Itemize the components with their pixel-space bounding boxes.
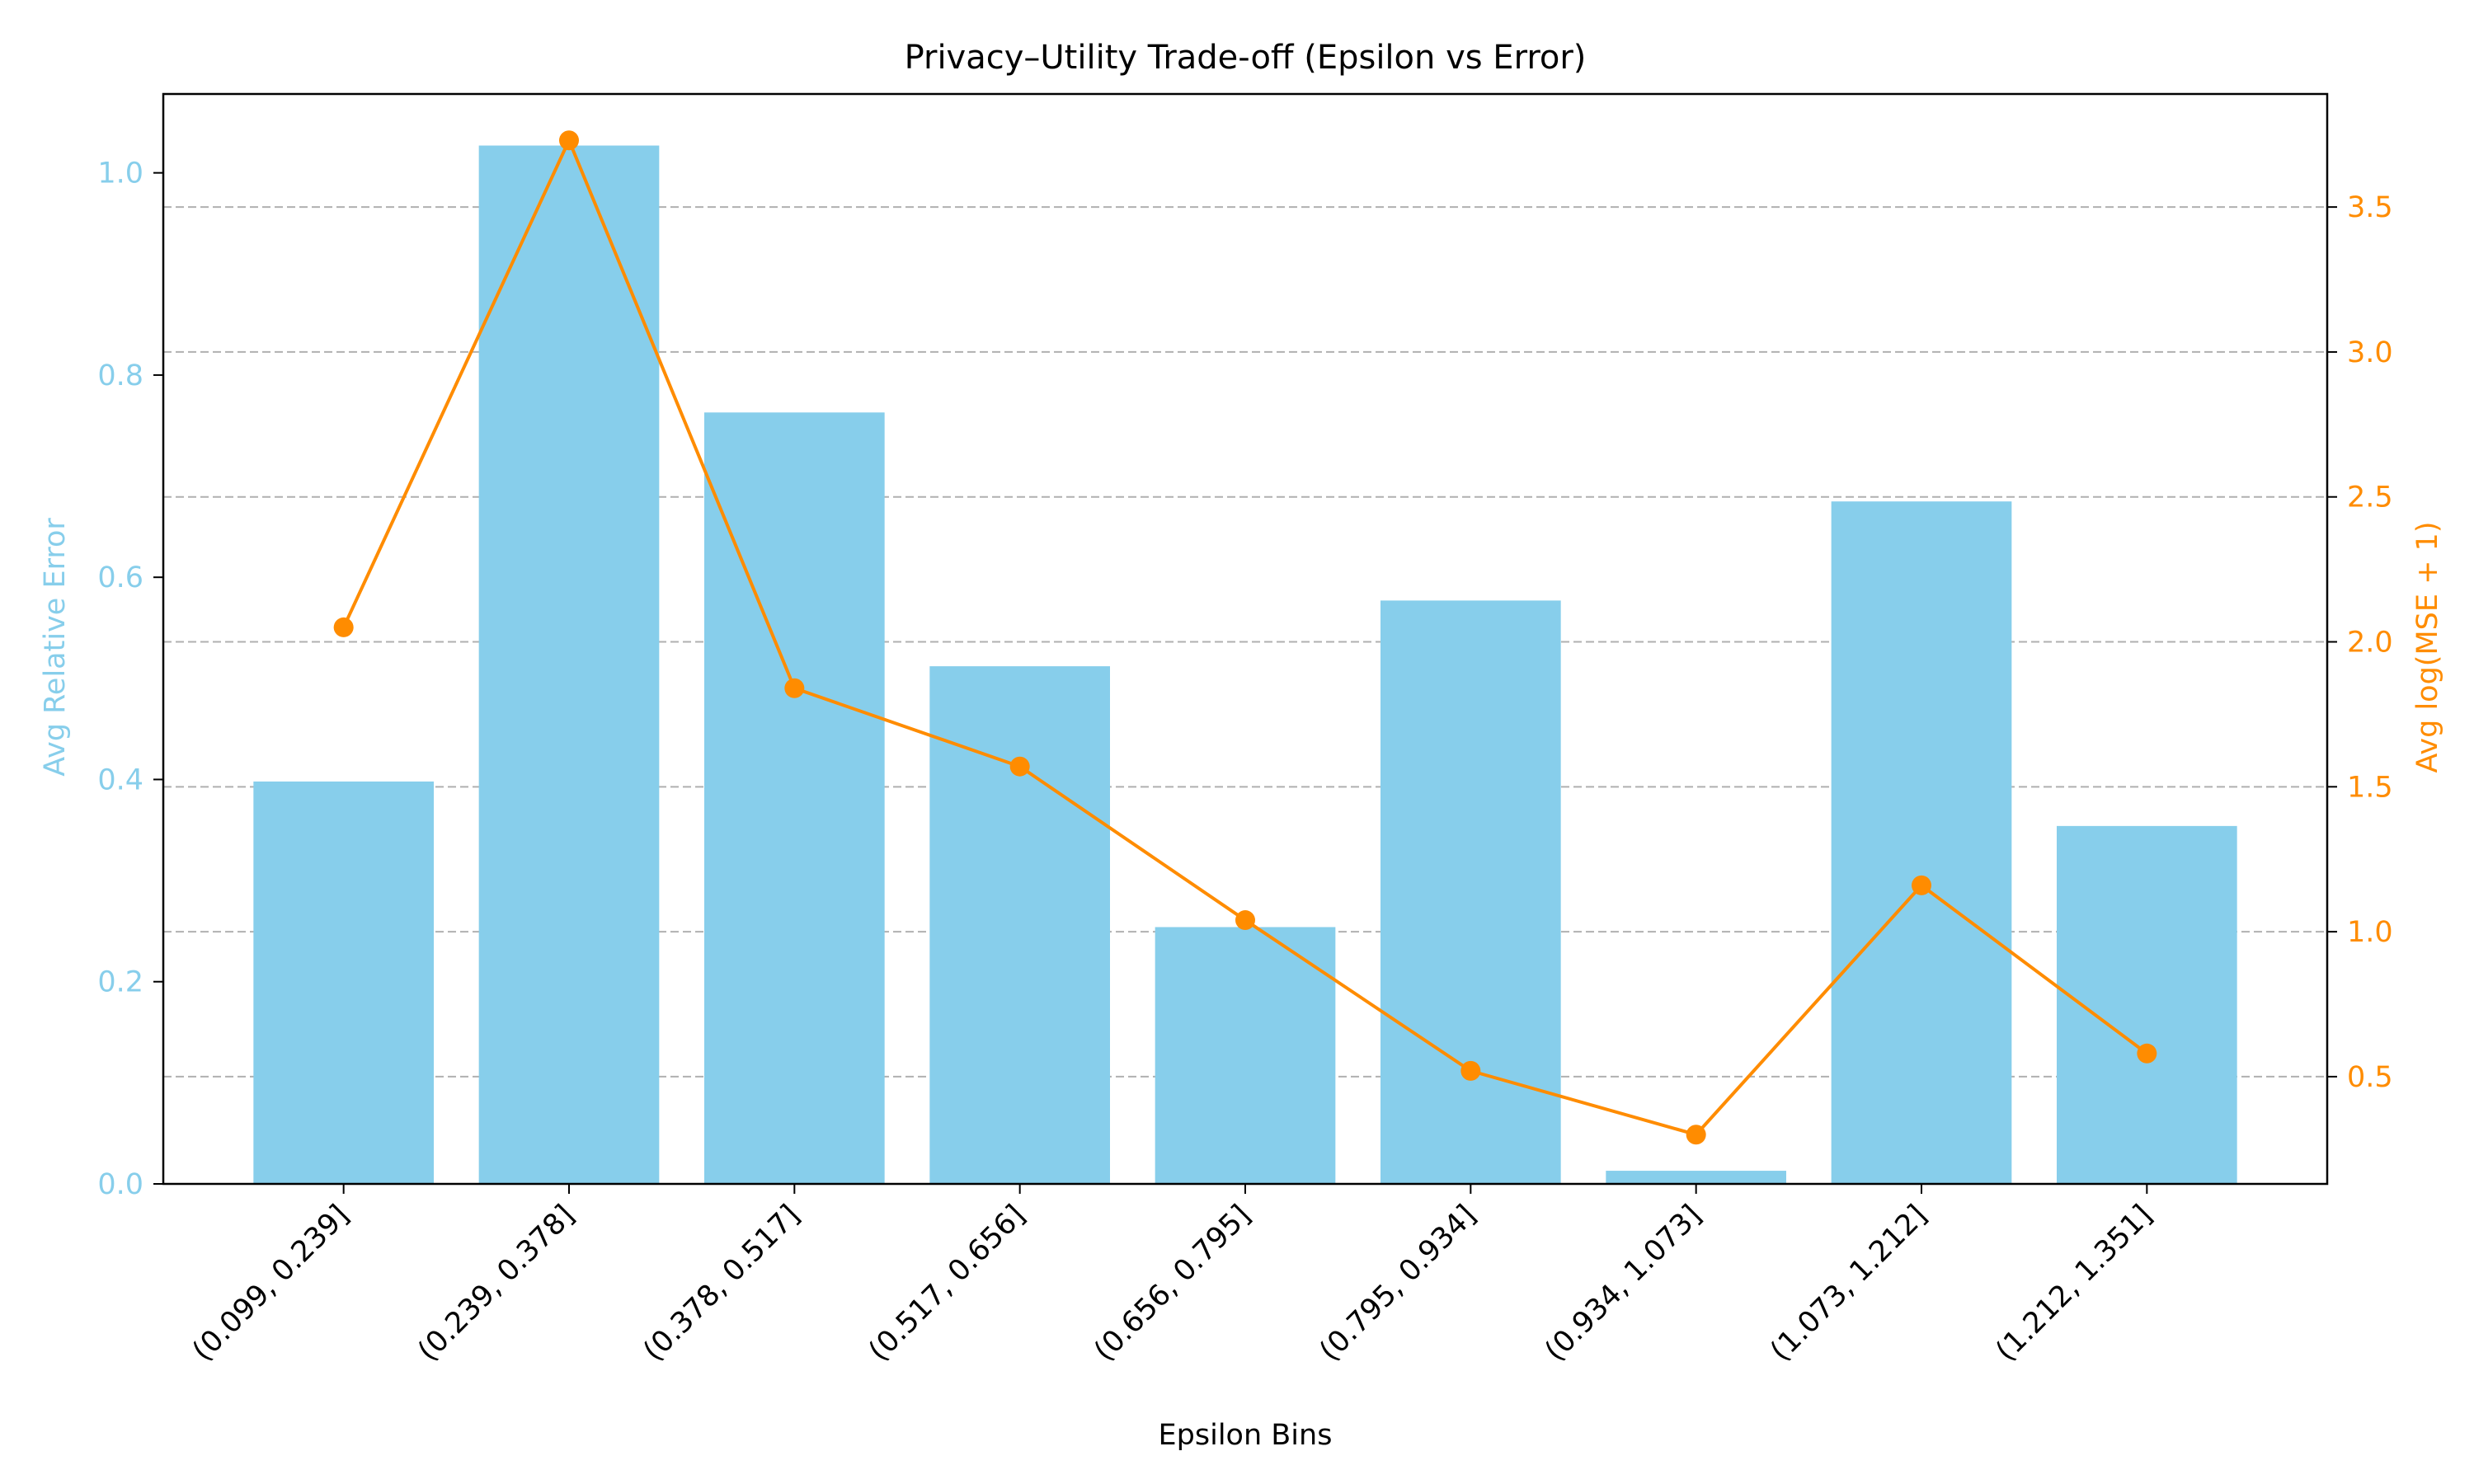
- left-tick-label: 1.0: [97, 157, 143, 190]
- bar-8: [1831, 501, 2012, 1184]
- line-point-3: [784, 678, 805, 698]
- line-point-1: [333, 617, 354, 637]
- line-point-4: [1009, 756, 1030, 777]
- x-tick-label: (0.378, 0.517]: [637, 1199, 807, 1368]
- line-point-8: [1912, 875, 1931, 895]
- x-tick-label: (0.934, 1.073]: [1539, 1199, 1708, 1368]
- bar-7: [1606, 1171, 1786, 1184]
- x-tick-label: (0.239, 0.378]: [412, 1199, 581, 1368]
- bar-5: [1155, 927, 1336, 1184]
- left-tick-label: 0.0: [97, 1168, 143, 1201]
- line-point-5: [1235, 910, 1255, 931]
- x-tick-label: (1.212, 1.351]: [1990, 1199, 2159, 1368]
- bar-9: [2057, 825, 2237, 1184]
- left-tick-label: 0.6: [97, 561, 143, 594]
- chart-title: Privacy–Utility Trade-off (Epsilon vs Er…: [905, 39, 1587, 77]
- left-tick-label: 0.8: [97, 359, 143, 392]
- right-tick-label: 1.0: [2347, 916, 2393, 949]
- left-axis-label: Avg Relative Error: [39, 518, 72, 777]
- right-tick-label: 2.0: [2347, 627, 2393, 660]
- bar-3: [704, 412, 885, 1184]
- bar-2: [478, 145, 660, 1185]
- left-tick-label: 0.4: [97, 763, 143, 796]
- right-tick-label: 1.5: [2347, 771, 2393, 804]
- line-point-7: [1686, 1125, 1706, 1145]
- x-tick-label: (0.795, 0.934]: [1314, 1199, 1483, 1368]
- bar-1: [253, 781, 434, 1184]
- x-tick-label: (0.517, 0.656]: [863, 1199, 1032, 1368]
- x-tick-label: (0.656, 0.795]: [1088, 1199, 1257, 1368]
- line-point-9: [2137, 1043, 2157, 1064]
- line-point-6: [1460, 1060, 1481, 1081]
- line-layer: [333, 130, 2157, 1145]
- right-tick-label: 3.5: [2347, 191, 2393, 224]
- right-tick-label: 3.0: [2347, 336, 2393, 369]
- x-axis-label: Epsilon Bins: [1159, 1419, 1333, 1452]
- right-axis-label: Avg log(MSE + 1): [2411, 522, 2444, 773]
- right-tick-label: 0.5: [2347, 1061, 2393, 1094]
- right-tick-label: 2.5: [2347, 481, 2393, 514]
- line-point-2: [559, 130, 579, 151]
- left-tick-label: 0.2: [97, 966, 143, 999]
- bar-6: [1380, 600, 1561, 1184]
- x-tick-label: (1.073, 1.212]: [1764, 1199, 1933, 1368]
- bars-layer: [253, 145, 2237, 1185]
- bar-4: [929, 666, 1110, 1184]
- x-tick-label: (0.099, 0.239]: [186, 1199, 355, 1368]
